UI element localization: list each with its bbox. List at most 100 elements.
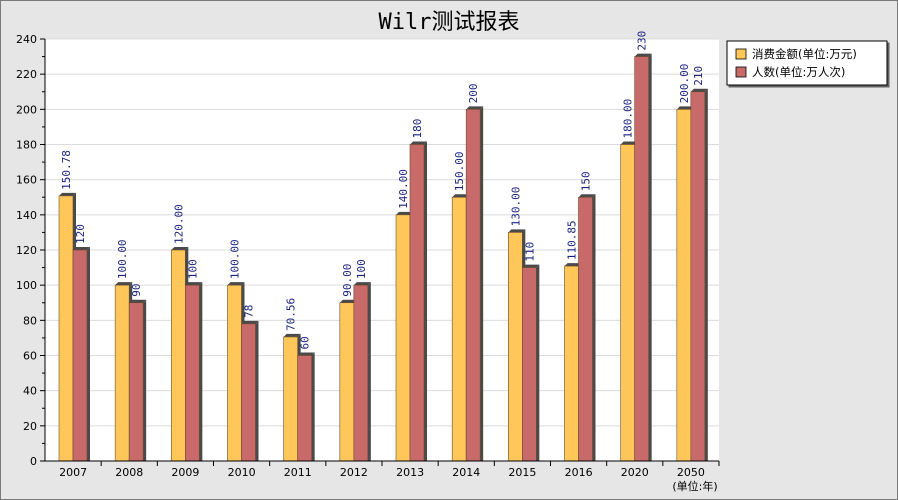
data-label: 100 <box>186 259 199 279</box>
bar-side <box>143 299 147 461</box>
bar-visitors <box>690 91 706 462</box>
data-label: 180 <box>411 119 424 139</box>
legend: 消费金额(单位:万元) 人数(单位:万人次) <box>726 40 888 86</box>
data-label: 230 <box>636 31 649 51</box>
x-tick-label: 2011 <box>284 466 312 479</box>
bar-spending <box>564 265 579 462</box>
x-tick-label: 2012 <box>340 466 368 479</box>
bar-top <box>522 264 540 268</box>
y-tick-label: 20 <box>23 420 37 433</box>
bar-visitors <box>128 302 144 462</box>
bar-visitors <box>409 144 425 462</box>
x-tick-label: 2015 <box>508 466 536 479</box>
bar-top <box>508 229 526 233</box>
data-label: 120 <box>74 224 87 244</box>
bar-top <box>452 194 470 198</box>
bar-side <box>367 282 371 461</box>
data-label: 200 <box>467 83 480 103</box>
bar-visitors <box>185 284 200 462</box>
data-label: 150.00 <box>453 152 466 192</box>
y-tick-label: 160 <box>16 174 37 187</box>
bar-top <box>353 282 371 286</box>
data-label: 150 <box>580 171 593 191</box>
y-tick-label: 220 <box>16 68 37 81</box>
bar-spending <box>395 214 411 462</box>
y-tick-label: 200 <box>16 103 37 116</box>
legend-label-spending: 消费金额(单位:万元) <box>752 47 857 61</box>
data-label: 210 <box>692 66 705 86</box>
y-axis: 0 20 40 60 80 100 120 140 160 180 200 220 240 <box>16 33 46 468</box>
bar-visitors <box>241 323 256 462</box>
x-tick-label: 2009 <box>171 466 199 479</box>
x-axis: 2007 2008 2009 2010 2011 2012 2013 2014 2015 2016… <box>45 460 720 479</box>
bar-side <box>480 106 484 461</box>
legend-box <box>726 40 888 86</box>
chart-title: Wilr测试报表 <box>379 10 520 35</box>
bar-visitors <box>522 267 537 462</box>
x-tick-label: 2013 <box>396 466 424 479</box>
y-tick-label: 0 <box>30 455 37 468</box>
bar-top <box>634 53 652 57</box>
y-tick-label: 100 <box>16 279 37 292</box>
data-label: 78 <box>243 305 256 318</box>
y-tick-label: 60 <box>23 350 37 363</box>
bar-top <box>466 106 484 110</box>
bar-top <box>227 282 245 286</box>
bar-spending <box>283 336 298 462</box>
bar-top <box>241 320 259 324</box>
bar-top <box>410 141 427 145</box>
bar-spending <box>508 232 523 462</box>
y-tick-label: 40 <box>23 385 37 398</box>
bar-top <box>171 247 189 250</box>
bar-top <box>676 106 694 110</box>
bar-top <box>620 141 638 145</box>
bar-side <box>592 194 596 461</box>
bar-side <box>424 141 427 461</box>
x-tick-label: 2016 <box>565 466 593 479</box>
data-label: 90 <box>130 284 143 297</box>
bar-side <box>311 352 315 461</box>
data-label: 110.85 <box>566 220 579 260</box>
x-axis-label: (单位:年) <box>672 479 717 493</box>
x-tick-label: 2008 <box>115 466 143 479</box>
data-label: 180.00 <box>622 99 635 139</box>
bar-side <box>536 264 540 461</box>
data-label: 150.78 <box>60 150 73 190</box>
bar-visitors <box>297 355 312 462</box>
bar-top <box>690 88 708 92</box>
data-label: 100.00 <box>229 239 242 279</box>
gridlines <box>45 38 719 427</box>
legend-swatch-spending <box>735 48 747 60</box>
bar-spending <box>676 109 692 462</box>
bar-side <box>87 247 90 461</box>
bar-top <box>564 263 582 267</box>
bar-side <box>199 282 203 461</box>
data-label: 90.00 <box>341 264 354 297</box>
bar-spending <box>451 196 467 462</box>
data-label: 120.00 <box>172 204 185 244</box>
data-label: 110 <box>523 242 536 262</box>
bar-top <box>578 194 596 198</box>
bar-spending <box>114 284 130 462</box>
data-label: 60 <box>299 336 312 349</box>
bar-visitors <box>353 284 369 462</box>
x-tick-label: 2007 <box>59 466 87 479</box>
x-tick-label: 2010 <box>228 466 256 479</box>
x-tick-label: 2050 <box>677 466 705 479</box>
bar-spending <box>620 144 635 462</box>
bar-spending <box>58 195 74 462</box>
bar-spending <box>171 249 186 462</box>
data-label: 130.00 <box>509 187 522 227</box>
bar-top <box>297 352 315 356</box>
legend-swatch-visitors <box>735 66 747 78</box>
y-tick-label: 120 <box>16 244 37 257</box>
legend-label-visitors: 人数(单位:万人次) <box>752 65 845 79</box>
bar-top <box>185 282 203 286</box>
data-label: 100 <box>355 259 368 279</box>
bar-side <box>648 53 652 461</box>
bar-top <box>339 299 357 303</box>
bar-side <box>704 88 708 461</box>
bar-top <box>59 192 76 196</box>
